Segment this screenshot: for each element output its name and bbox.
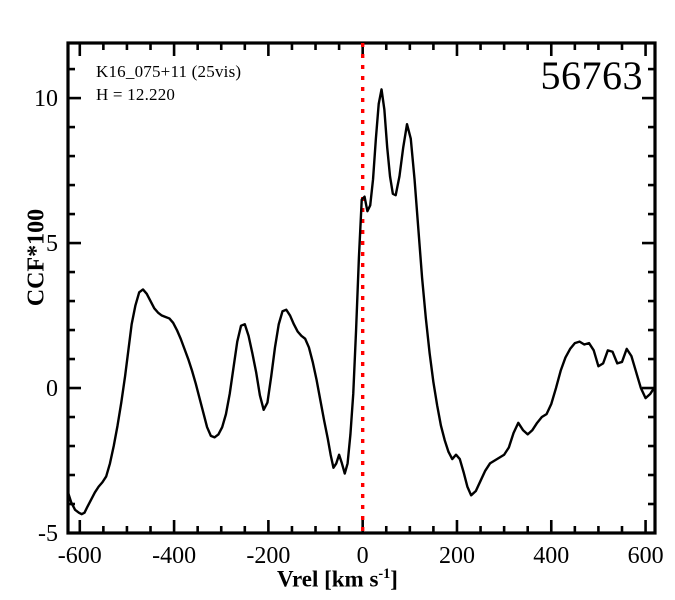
y-tick-label: 10 [34, 86, 58, 112]
x-axis-ticks [78, 43, 647, 533]
y-axis-label: CCF*100 [23, 208, 50, 307]
target-name-annotation: K16_075+11 (25vis) [96, 62, 242, 81]
x-tick-label: -200 [246, 543, 290, 569]
x-axis-tick-labels: -600 -400 -200 0 200 400 600 [58, 543, 664, 569]
y-tick-label: 0 [46, 376, 58, 402]
x-tick-label: 600 [628, 543, 664, 569]
h-magnitude-annotation: H = 12.220 [96, 85, 176, 104]
ccf-curve [66, 88, 657, 516]
x-axis-label-base: Vrel [km s [277, 566, 379, 592]
x-axis-label-exponent: -1 [378, 566, 391, 582]
x-tick-label: 400 [533, 543, 569, 569]
y-axis-tick-labels: -5 0 5 10 [34, 86, 58, 547]
y-tick-label: 5 [46, 231, 58, 257]
x-tick-label: -600 [58, 543, 102, 569]
plot-id-label: 56763 [540, 53, 643, 98]
x-axis-label: Vrel [km s-1] [0, 566, 675, 593]
x-tick-label: 200 [439, 543, 475, 569]
x-tick-label: 0 [357, 543, 369, 569]
y-tick-label: -5 [38, 521, 58, 547]
x-axis-label-tail: ] [390, 566, 398, 592]
y-axis-ticks [68, 67, 655, 535]
x-tick-label: -400 [152, 543, 196, 569]
